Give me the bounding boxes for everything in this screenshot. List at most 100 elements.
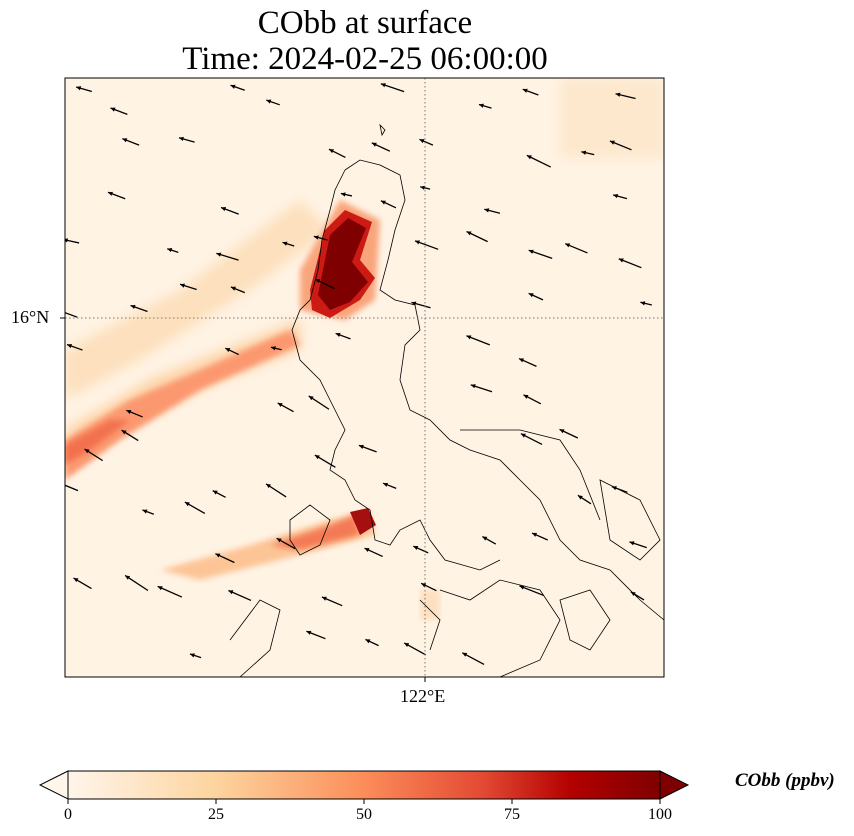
wind-arrow-head [482, 536, 488, 541]
wind-arrow-head [335, 332, 341, 338]
wind-arrow-head [640, 301, 646, 306]
wind-arrow-head [365, 639, 371, 644]
wind-arrow-head [315, 279, 321, 284]
plot-title-line1: CObb at surface [257, 5, 473, 41]
wind-arrow-head [532, 532, 538, 537]
wind-arrow-head [380, 83, 386, 88]
lat-tick-label: 16°N [11, 307, 50, 327]
wind-arrow-head [212, 490, 218, 495]
wind-arrow-head [340, 192, 346, 197]
wind-arrow [124, 574, 149, 592]
wind-arrow-head [522, 88, 528, 93]
wind-arrow-head [306, 630, 312, 635]
wind-arrow-head [142, 509, 148, 514]
wind-arrow-head [419, 139, 425, 144]
wind-arrow-head [577, 495, 583, 500]
wind-arrow-head [609, 140, 615, 145]
map-frame [64, 77, 665, 678]
wind-arrow-head [415, 240, 420, 245]
wind-arrow-head [519, 585, 525, 590]
wind-arrow-head [413, 546, 419, 551]
colorbar-extend-max [659, 770, 690, 800]
wind-arrow-head [611, 486, 617, 491]
wind-arrow-head [230, 286, 236, 291]
wind-arrow-head [462, 652, 468, 657]
map-background [65, 78, 664, 677]
wind-arrow-head [466, 231, 472, 236]
wind-arrow-head [466, 335, 472, 340]
wind-arrow-head [107, 191, 113, 196]
wind-arrow-head [122, 138, 128, 143]
wind-arrow-head [276, 538, 282, 543]
colorbar-tick-25: 25 [208, 806, 224, 823]
wind-arrow-head [65, 238, 68, 243]
wind-arrow-head [371, 142, 377, 147]
wind-arrow-head [189, 653, 195, 658]
colorbar-gradient [67, 770, 661, 800]
wind-arrow-head [581, 150, 587, 155]
wind-arrow-head [528, 293, 534, 298]
wind-arrow-head [528, 249, 534, 254]
wind-arrow-head [126, 409, 132, 415]
wind-arrow-head [230, 84, 236, 89]
wind-arrow-head [313, 235, 319, 240]
wind-arrow-head [420, 185, 426, 190]
wind-arrow-head [130, 304, 136, 310]
wind-arrow-head [282, 241, 288, 246]
wind-arrow-head [308, 395, 314, 401]
colorbar-tick-0: 0 [64, 806, 72, 823]
wind-arrow-head [615, 92, 621, 97]
wind-arrow-head [484, 208, 490, 213]
wind-vectors [57, 83, 652, 666]
colorbar-label: CObb (ppbv) [735, 770, 835, 791]
wind-arrow-head [519, 358, 525, 363]
wind-arrow-head [215, 553, 221, 558]
wind-arrow [65, 311, 78, 318]
wind-arrow-head [630, 591, 636, 597]
colorbar [38, 770, 690, 804]
wind-arrow-head [526, 155, 532, 160]
wind-arrow-head [121, 430, 127, 435]
coastlines [229, 123, 664, 677]
wind-arrow-head [270, 346, 276, 351]
wind-arrow-head [110, 107, 116, 112]
wind-arrow-head [404, 642, 410, 648]
wind-arrow-head [228, 590, 234, 595]
wind-arrow-head [216, 252, 222, 257]
wind-arrow-head [520, 433, 526, 438]
wind-arrow-head [613, 193, 619, 199]
wind-arrow-head [180, 283, 185, 288]
wind-arrow-head [277, 402, 283, 408]
wind-arrow [65, 484, 79, 492]
wind-arrow-head [76, 86, 82, 91]
lon-tick-label: 122°E [400, 686, 446, 706]
wind-arrow-head [314, 455, 320, 460]
wind-arrow-head [184, 502, 190, 507]
wind-arrow-head [321, 596, 327, 601]
colorbar-tick-100: 100 [648, 806, 672, 823]
wind-arrow-head [629, 541, 635, 546]
wind-arrow-head [328, 149, 334, 154]
wind-arrow-head [266, 99, 272, 104]
wind-arrow-head [618, 258, 624, 263]
wind-arrow-head [266, 483, 271, 489]
wind-arrow-head [380, 200, 386, 205]
wind-arrow-head [565, 243, 571, 248]
wind-arrow-head [411, 301, 417, 306]
wind-arrow-head [67, 343, 72, 349]
wind-arrow-head [73, 578, 79, 583]
wind-arrow-head [470, 384, 476, 389]
wind-arrow-head [225, 348, 231, 353]
wind-arrow-head [559, 429, 565, 434]
wind-arrow-head [358, 444, 364, 449]
wind-arrow-head [478, 103, 484, 108]
wind-arrow-head [167, 248, 173, 253]
wind-arrow-head [221, 207, 227, 212]
wind-arrow-head [383, 482, 389, 487]
colorbar-tick-75: 75 [504, 806, 520, 823]
wind-arrow-head [84, 449, 90, 454]
wind-arrow-head [125, 575, 131, 580]
wind-arrow-head [57, 309, 62, 313]
wind-arrow-head [364, 548, 370, 553]
